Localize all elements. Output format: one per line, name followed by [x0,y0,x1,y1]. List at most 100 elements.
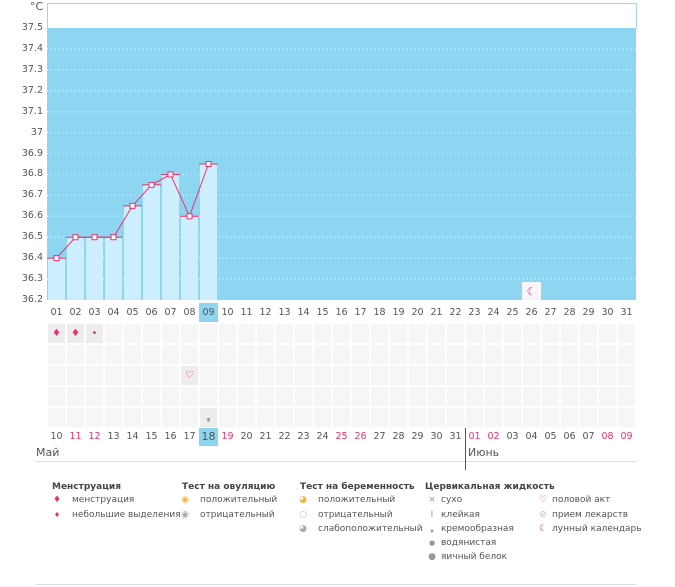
symptom-cell[interactable] [446,323,465,344]
symptom-cell[interactable] [123,323,142,344]
day-label[interactable]: 28 [563,307,576,318]
symptom-cell[interactable] [503,386,522,407]
symptom-cell[interactable] [294,386,313,407]
symptom-cell[interactable] [237,344,256,365]
symptom-cell[interactable] [617,407,636,428]
symptom-cell[interactable] [123,386,142,407]
day-label[interactable]: 27 [544,307,557,318]
symptom-cell[interactable] [427,365,446,386]
symptom-cell[interactable] [446,365,465,386]
date-label[interactable]: 07 [582,431,595,442]
symptom-cell[interactable] [313,386,332,407]
symptom-cell[interactable] [389,407,408,428]
date-label[interactable]: 09 [620,431,633,442]
symptom-cell[interactable] [484,407,503,428]
symptom-cell[interactable] [85,407,104,428]
symptom-cell[interactable] [484,386,503,407]
symptom-cell[interactable] [66,386,85,407]
symptom-cell[interactable] [598,365,617,386]
symptom-cell[interactable] [598,407,617,428]
day-label[interactable]: 20 [411,307,424,318]
symptom-cell[interactable] [427,386,446,407]
symptom-cell[interactable] [465,365,484,386]
symptom-cell[interactable] [161,386,180,407]
date-label[interactable]: 10 [50,431,63,442]
date-label[interactable]: 22 [278,431,291,442]
day-label[interactable]: 15 [316,307,329,318]
symptom-cell[interactable] [484,323,503,344]
symptom-cell[interactable] [180,386,199,407]
symptom-cell[interactable] [351,323,370,344]
symptom-cell[interactable] [104,323,123,344]
day-label[interactable]: 31 [620,307,633,318]
symptom-cell[interactable] [541,365,560,386]
symptom-cell[interactable] [47,344,66,365]
symptom-cell[interactable] [598,344,617,365]
symptom-cell[interactable] [389,386,408,407]
day-label[interactable]: 18 [373,307,386,318]
symptom-cell[interactable] [370,323,389,344]
symptom-cell[interactable]: ♦ [66,323,85,344]
symptom-cell[interactable] [142,344,161,365]
symptom-cell[interactable] [332,386,351,407]
symptom-cell[interactable] [275,323,294,344]
symptom-cell[interactable] [275,344,294,365]
date-label[interactable]: 29 [411,431,424,442]
symptom-cell[interactable] [579,365,598,386]
date-label[interactable]: 31 [449,431,462,442]
date-label[interactable]: 18 [199,428,218,446]
symptom-cell[interactable] [256,407,275,428]
symptom-cell[interactable] [294,323,313,344]
date-label[interactable]: 21 [259,431,272,442]
symptom-cell[interactable] [465,323,484,344]
day-label[interactable]: 13 [278,307,291,318]
symptom-cell[interactable] [294,365,313,386]
date-label[interactable]: 30 [430,431,443,442]
symptom-cell[interactable] [560,386,579,407]
symptom-cell[interactable] [332,365,351,386]
day-label[interactable]: 24 [487,307,500,318]
symptom-cell[interactable] [484,344,503,365]
symptom-cell[interactable] [237,323,256,344]
symptom-cell[interactable] [161,323,180,344]
symptom-cell[interactable] [389,344,408,365]
symptom-cell[interactable] [503,344,522,365]
symptom-cell[interactable] [218,344,237,365]
symptom-cell[interactable] [598,386,617,407]
symptom-cell[interactable] [408,344,427,365]
symptom-cell[interactable] [370,407,389,428]
symptom-cell[interactable] [180,323,199,344]
symptom-cell[interactable] [256,323,275,344]
symptom-cell[interactable] [237,386,256,407]
symptom-cell[interactable] [256,365,275,386]
symptom-cell[interactable] [218,365,237,386]
symptom-cell[interactable] [275,386,294,407]
symptom-cell[interactable] [522,365,541,386]
symptom-cell[interactable] [522,344,541,365]
day-label[interactable]: 04 [107,307,120,318]
date-label[interactable]: 13 [107,431,120,442]
symptom-cell[interactable] [47,407,66,428]
day-label[interactable]: 05 [126,307,139,318]
symptom-cell[interactable] [351,344,370,365]
symptom-cell[interactable] [66,365,85,386]
day-label[interactable]: 09 [199,303,218,322]
day-label[interactable]: 26 [525,307,538,318]
symptom-cell[interactable] [408,386,427,407]
symptom-cell[interactable] [85,344,104,365]
day-label[interactable]: 07 [164,307,177,318]
day-label[interactable]: 03 [88,307,101,318]
symptom-cell[interactable] [446,386,465,407]
symptom-cell[interactable] [123,365,142,386]
symptom-cell[interactable] [522,407,541,428]
date-label[interactable]: 12 [88,431,101,442]
symptom-cell[interactable] [85,386,104,407]
symptom-cell[interactable] [465,344,484,365]
symptom-cell[interactable] [465,407,484,428]
symptom-cell[interactable] [579,407,598,428]
symptom-cell[interactable] [541,323,560,344]
symptom-cell[interactable] [332,407,351,428]
symptom-cell[interactable] [180,407,199,428]
symptom-cell[interactable] [199,365,218,386]
symptom-cell[interactable] [503,407,522,428]
